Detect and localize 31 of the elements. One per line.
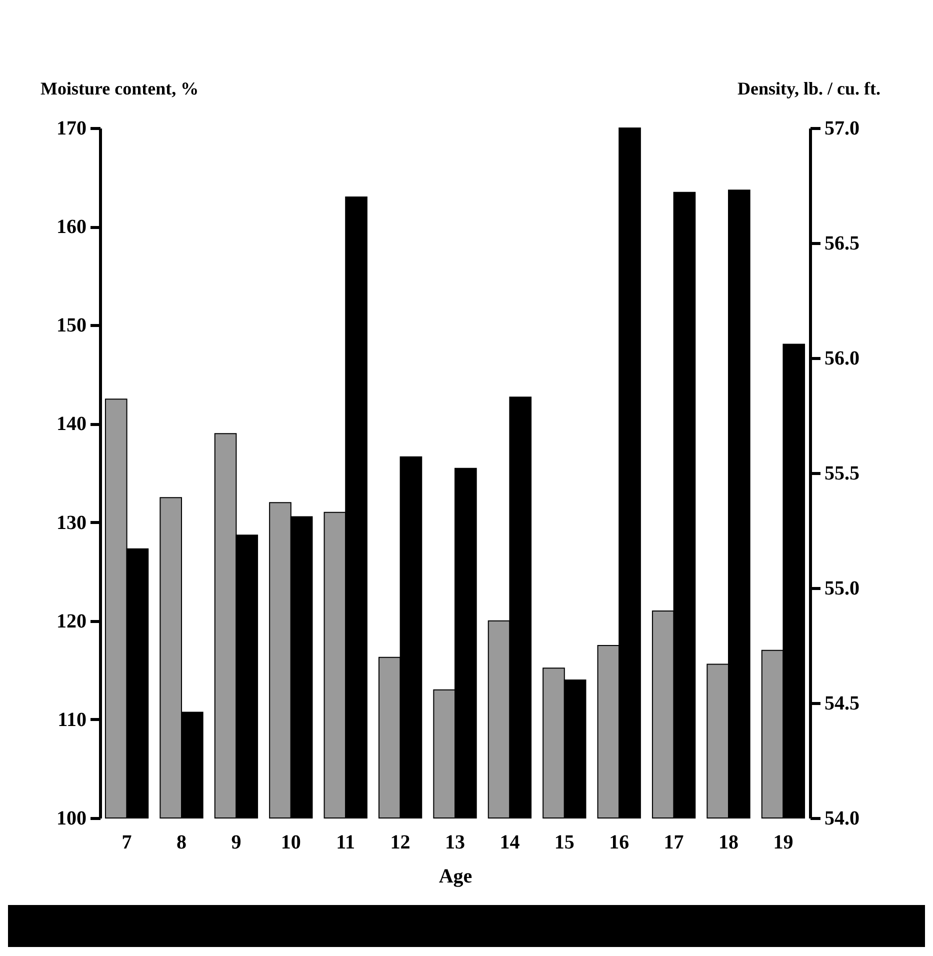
- x-tick-label: 18: [718, 832, 738, 854]
- x-tick-label: 17: [664, 832, 684, 854]
- y-tick-label: 160: [56, 216, 86, 238]
- y-tick-label: 120: [56, 610, 86, 632]
- y2-tick-label: 54.5: [824, 692, 860, 714]
- y-tick-label: 100: [56, 808, 86, 830]
- x-tick-label: 13: [445, 832, 465, 854]
- y-tick-label: 110: [58, 708, 86, 731]
- y2-tick-label: 55.0: [824, 578, 860, 600]
- y2-tick-label: 55.5: [824, 462, 860, 484]
- y-tick-label: 130: [56, 512, 86, 534]
- y2-axis-title: Density, lb. / cu. ft.: [737, 78, 880, 98]
- x-tick-label: 16: [609, 832, 630, 854]
- x-axis-title: Age: [438, 866, 472, 888]
- x-tick-label: 19: [773, 832, 794, 854]
- x-tick-label: 7: [122, 832, 132, 854]
- x-tick-label: 10: [280, 832, 301, 854]
- y2-tick-label: 56.0: [824, 348, 860, 370]
- y-tick-label: 150: [56, 314, 86, 337]
- y2-tick-label: 57.0: [824, 118, 860, 140]
- x-tick-label: 12: [390, 832, 410, 854]
- y2-tick-label: 54.0: [824, 808, 860, 830]
- x-tick-label: 8: [176, 832, 186, 854]
- x-tick-label: 14: [500, 832, 520, 854]
- x-tick-label: 15: [554, 832, 574, 854]
- x-tick-label: 11: [336, 832, 356, 854]
- y-tick-label: 140: [56, 413, 86, 436]
- y-tick-label: 170: [56, 118, 86, 140]
- y2-tick-label: 56.5: [824, 232, 860, 254]
- y-axis-title: Moisture content, %: [40, 78, 199, 98]
- x-tick-label: 9: [231, 832, 242, 854]
